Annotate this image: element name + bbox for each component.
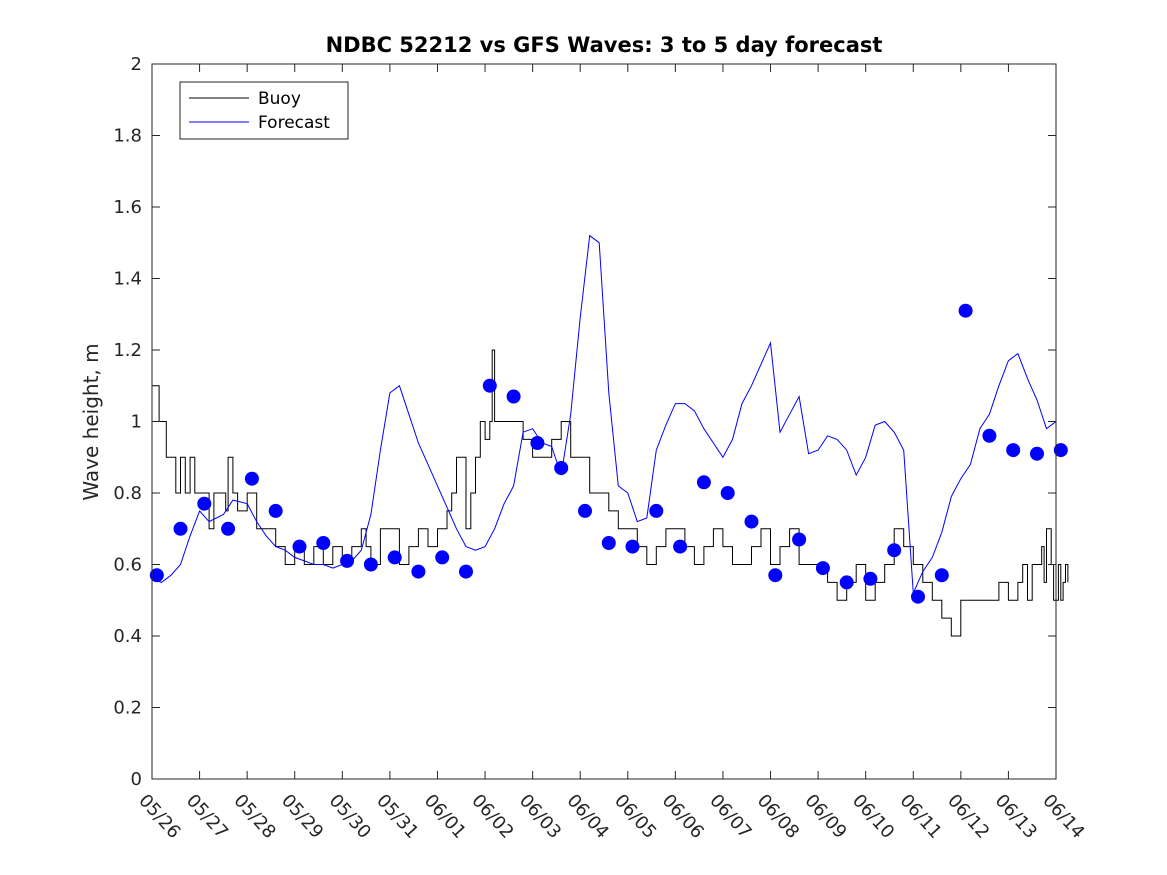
forecast-point: [720, 486, 735, 500]
forecast-point: [244, 471, 259, 486]
legend-buoy-label: Buoy: [258, 89, 301, 109]
y-tick-label: 1.8: [113, 126, 142, 147]
forecast-point: [625, 539, 640, 554]
forecast-point: [435, 550, 450, 565]
y-tick-label: 0.6: [113, 555, 142, 576]
forecast-point: [696, 475, 711, 490]
forecast-point: [792, 532, 807, 547]
forecast-point: [363, 557, 378, 572]
forecast-point: [221, 521, 236, 536]
legend: Buoy Forecast: [179, 81, 349, 140]
y-tick-label: 1.6: [113, 197, 142, 218]
legend-forecast-label: Forecast: [258, 113, 330, 133]
forecast-point: [649, 503, 664, 518]
y-tick-label: 1.2: [113, 340, 142, 361]
legend-box: [179, 81, 349, 140]
forecast-point: [506, 389, 521, 404]
forecast-point: [340, 553, 355, 568]
forecast-point: [1006, 443, 1021, 458]
forecast-point: [578, 503, 592, 518]
forecast-point: [554, 461, 569, 475]
y-tick-label: 0: [131, 769, 142, 790]
y-tick-label: 2: [131, 54, 142, 75]
y-tick-label: 1.4: [113, 269, 142, 290]
y-tick-label: 0.8: [113, 483, 142, 504]
forecast-point: [459, 564, 473, 579]
forecast-point: [982, 428, 997, 443]
forecast-point: [173, 521, 188, 536]
forecast-point: [530, 436, 545, 450]
forecast-point: [839, 575, 854, 590]
forecast-point: [316, 536, 331, 550]
forecast-point: [863, 571, 878, 586]
forecast-point: [768, 568, 783, 583]
forecast-point: [292, 539, 307, 554]
forecast-point: [387, 550, 402, 565]
forecast-point: [911, 589, 925, 604]
forecast-point: [887, 543, 902, 558]
forecast-point: [1030, 446, 1044, 461]
forecast-series-line: [151, 234, 1057, 594]
y-tick-label: 0.2: [113, 698, 142, 719]
forecast-point: [744, 514, 759, 529]
y-tick-label: 0.4: [113, 626, 142, 647]
forecast-point: [268, 503, 283, 518]
plot-area: [149, 234, 1069, 637]
y-axis-label: Wave height, m: [79, 343, 103, 500]
forecast-point: [411, 564, 426, 579]
y-tick-label: 1: [131, 412, 142, 433]
forecast-point: [1053, 443, 1068, 458]
forecast-point: [601, 536, 616, 550]
buoy-series-line: [152, 349, 1069, 637]
chart-title: NDBC 52212 vs GFS Waves: 3 to 5 day fore…: [326, 33, 883, 57]
forecast-point: [958, 303, 973, 318]
forecast-point: [197, 496, 212, 511]
forecast-point: [934, 568, 949, 583]
forecast-point: [673, 539, 688, 554]
forecast-point: [815, 561, 830, 576]
axes-frame: [151, 63, 1057, 780]
forecast-point: [482, 378, 497, 393]
forecast-point: [149, 568, 164, 583]
